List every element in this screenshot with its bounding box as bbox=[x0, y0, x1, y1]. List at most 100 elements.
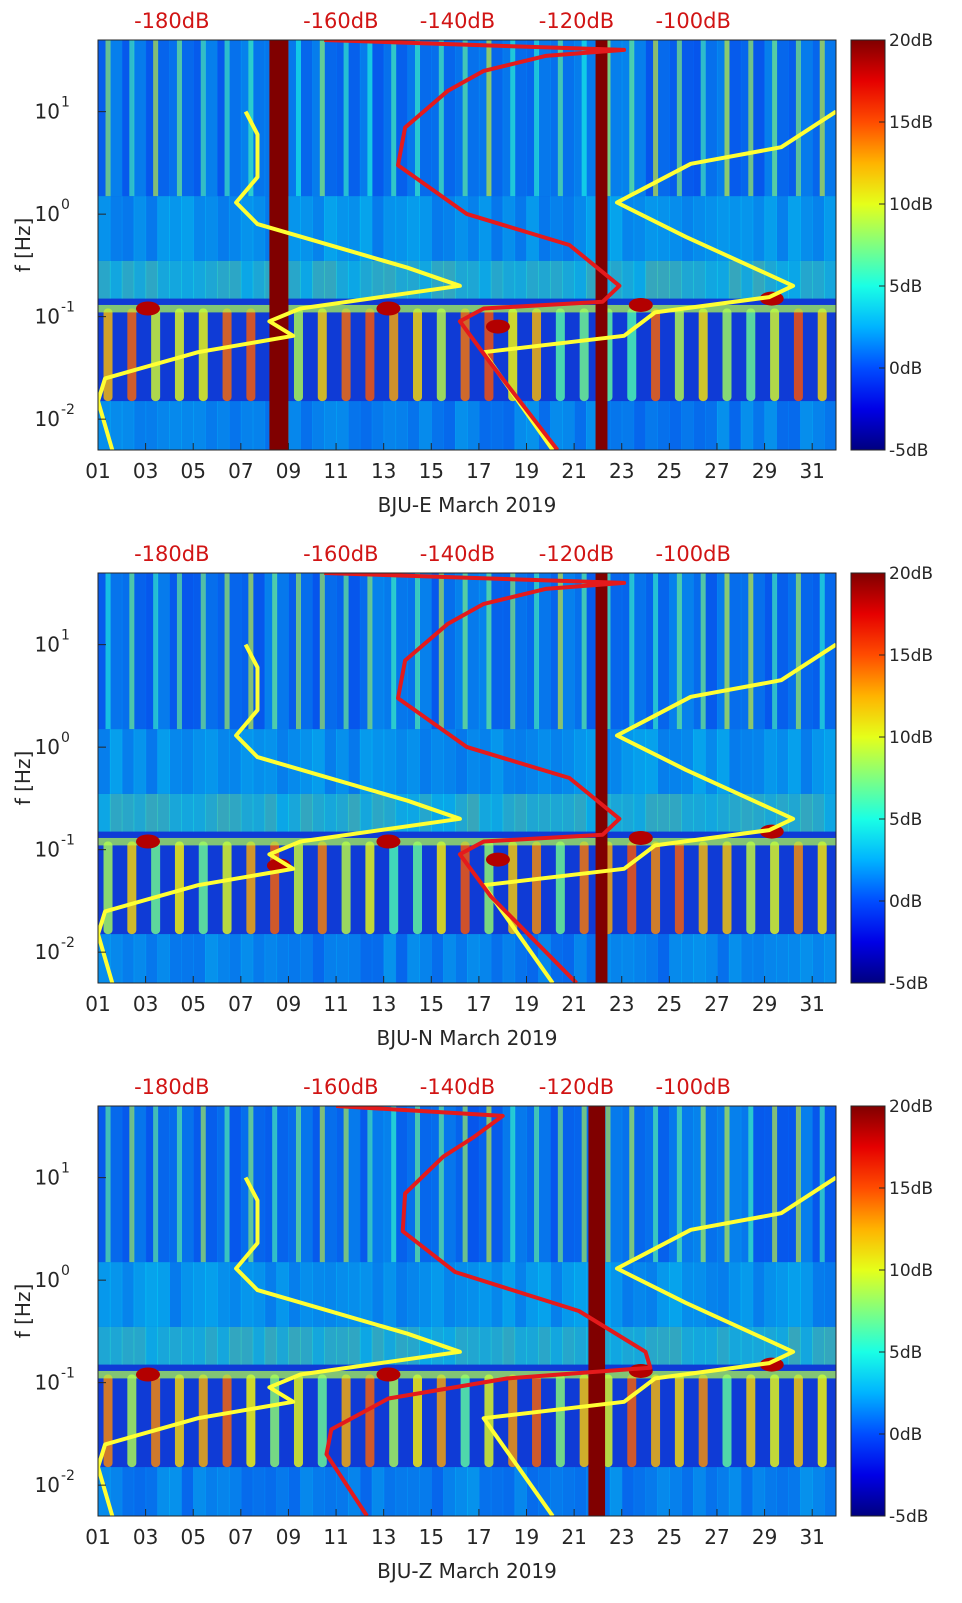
streak bbox=[629, 1106, 635, 1263]
spectrogram bbox=[98, 1106, 836, 1516]
noise-cell bbox=[467, 934, 480, 983]
top-tick-label: -120dB bbox=[539, 9, 614, 33]
noise-cell bbox=[490, 934, 504, 983]
noise-cell bbox=[586, 40, 599, 197]
noise-cell bbox=[300, 729, 313, 794]
noise-cell bbox=[264, 1326, 278, 1365]
noise-cell bbox=[109, 934, 123, 983]
x-tick-label: 13 bbox=[371, 992, 396, 1016]
noise-cell bbox=[645, 1467, 658, 1516]
noise-cell bbox=[574, 1262, 587, 1327]
noise-cell bbox=[443, 729, 456, 794]
noise-cell bbox=[121, 1262, 135, 1327]
noise-cell bbox=[764, 1467, 777, 1516]
hot-spot bbox=[485, 852, 510, 867]
streak bbox=[365, 1374, 375, 1468]
noise-cell bbox=[407, 1262, 420, 1327]
noise-cell bbox=[336, 1326, 349, 1365]
streak bbox=[198, 841, 208, 935]
streak bbox=[627, 308, 637, 402]
noise-cell bbox=[324, 196, 337, 261]
noise-cell bbox=[669, 196, 682, 261]
noise-cell bbox=[169, 1262, 182, 1327]
noise-cell bbox=[586, 260, 599, 299]
noise-cell bbox=[109, 401, 123, 450]
noise-cell bbox=[538, 1467, 551, 1516]
streak bbox=[508, 841, 518, 935]
noise-cell bbox=[443, 196, 456, 261]
noise-cell bbox=[228, 1262, 242, 1327]
noise-cell bbox=[371, 934, 385, 983]
noise-cell bbox=[645, 196, 658, 261]
streak bbox=[557, 573, 563, 730]
streak bbox=[555, 308, 565, 402]
noise-cell bbox=[300, 573, 313, 730]
noise-cell bbox=[693, 260, 706, 299]
noise-cell bbox=[371, 1467, 385, 1516]
noise-cell bbox=[240, 260, 254, 299]
noise-cell bbox=[728, 1467, 742, 1516]
noise-cell bbox=[478, 793, 492, 832]
noise-cell bbox=[740, 1326, 754, 1365]
streak bbox=[817, 841, 827, 935]
y-tick-label: 10 bbox=[35, 633, 60, 657]
noise-cell bbox=[478, 934, 492, 983]
noise-cell bbox=[324, 1106, 337, 1263]
x-tick-label: 05 bbox=[180, 1525, 205, 1549]
noise-cell bbox=[252, 729, 266, 794]
noise-cell bbox=[538, 573, 551, 730]
y-axis-title: f [Hz] bbox=[11, 1284, 35, 1339]
noise-cell bbox=[359, 260, 373, 299]
streak bbox=[698, 841, 708, 935]
noise-cell bbox=[776, 401, 789, 450]
noise-cell bbox=[300, 260, 313, 299]
x-tick-label: 09 bbox=[276, 992, 301, 1016]
colorbar bbox=[850, 572, 886, 984]
noise-cell bbox=[752, 573, 766, 730]
streak bbox=[174, 308, 184, 402]
streak bbox=[103, 308, 113, 402]
noise-cell bbox=[252, 1262, 266, 1327]
streak bbox=[365, 841, 375, 935]
noise-cell bbox=[145, 1262, 159, 1327]
noise-cell bbox=[574, 1467, 587, 1516]
streak bbox=[246, 1374, 256, 1468]
streak bbox=[746, 308, 756, 402]
noise-cell bbox=[252, 1467, 266, 1516]
noise-cell bbox=[812, 793, 825, 832]
psd-mode-line bbox=[324, 1106, 653, 1516]
noise-cell bbox=[490, 1106, 504, 1263]
noise-cell bbox=[300, 793, 313, 832]
noise-cell bbox=[633, 260, 647, 299]
noise-cell bbox=[550, 729, 563, 794]
noise-cell bbox=[740, 1467, 754, 1516]
streak bbox=[153, 40, 159, 197]
noise-cell bbox=[109, 793, 123, 832]
noise-cell bbox=[764, 1262, 777, 1327]
noise-cell bbox=[205, 1262, 218, 1327]
noise-cell bbox=[169, 260, 182, 299]
x-tick-label: 05 bbox=[180, 992, 205, 1016]
noise-cell bbox=[633, 793, 647, 832]
noise-cell bbox=[228, 729, 242, 794]
x-tick-label: 25 bbox=[657, 459, 682, 483]
noise-cell bbox=[514, 934, 528, 983]
y-tick-label: 10 bbox=[35, 1371, 60, 1395]
noise-cell bbox=[538, 1326, 551, 1365]
noise-cell bbox=[324, 260, 337, 299]
noise-cell bbox=[133, 1467, 147, 1516]
noise-cell bbox=[312, 729, 325, 794]
noise-cell bbox=[490, 260, 504, 299]
noise-cell bbox=[383, 934, 397, 983]
noise-cell bbox=[288, 793, 301, 832]
noise-cell bbox=[217, 260, 230, 299]
high-noise-model-line bbox=[481, 109, 836, 450]
noise-cell bbox=[431, 729, 444, 794]
noise-cell bbox=[205, 934, 218, 983]
noise-cell bbox=[121, 729, 135, 794]
x-axis: 01 03 05 07 09 11 13 15 17 19 21 23 25 27 29 31 bbox=[85, 443, 825, 483]
noise-cell bbox=[467, 793, 480, 832]
streak bbox=[817, 308, 827, 402]
noise-cell bbox=[609, 1262, 623, 1327]
